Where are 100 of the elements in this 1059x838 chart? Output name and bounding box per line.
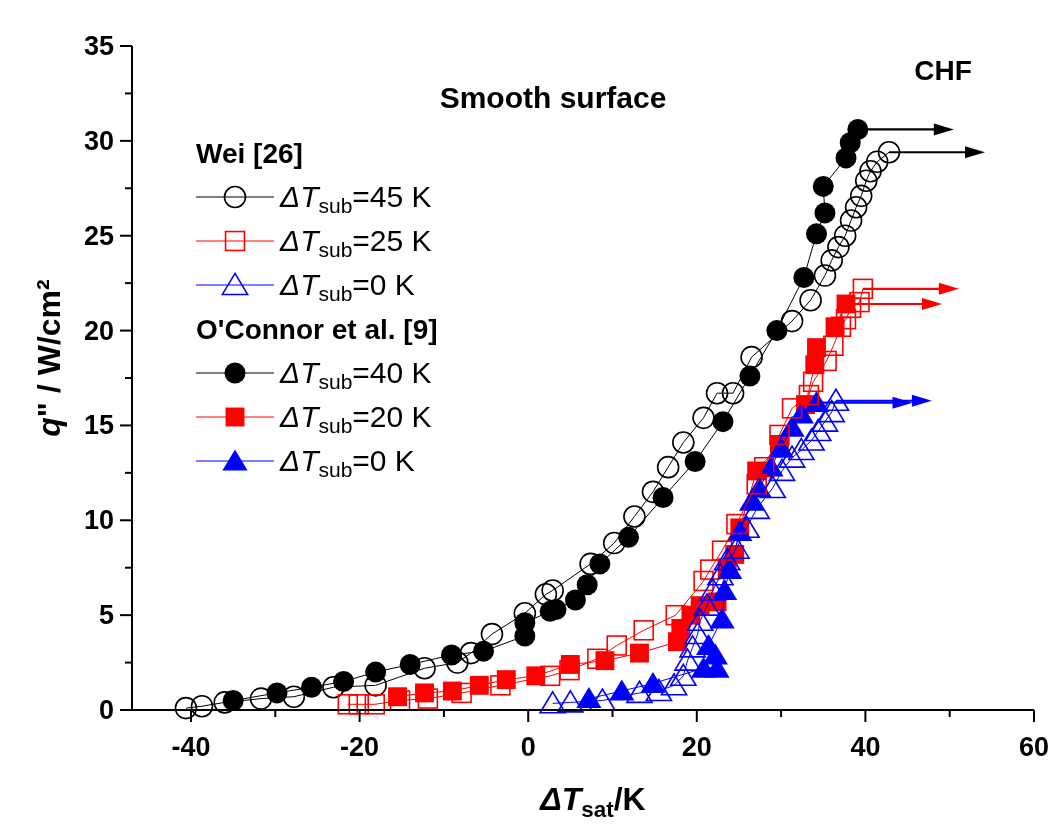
x-tick-label: -20 [340,732,380,762]
y-axis-title: q" / W/cm² [31,279,67,437]
point [721,381,745,405]
x-tick-label: 60 [1018,732,1050,762]
point [660,672,688,696]
point [679,635,706,658]
x-axis-title: ΔT$_{sat}$/K [539,781,646,822]
point [802,371,824,393]
point [669,663,697,687]
point [249,687,273,710]
point [539,665,561,687]
point [799,288,822,312]
point [541,579,564,602]
point [559,659,580,681]
point [626,680,653,704]
point [833,224,857,248]
point [844,195,868,219]
point [672,431,695,454]
point [282,685,306,709]
point [877,140,901,164]
y-tick-label: 30 [83,125,114,156]
point [190,694,214,718]
point [818,399,846,423]
point [707,562,734,586]
point [743,496,771,520]
point [753,456,775,478]
point [781,398,803,419]
point [780,309,804,333]
point [713,547,741,571]
point [602,531,626,555]
point [822,388,850,412]
point [692,406,715,430]
annotation: O'Connor et al. [9] [196,314,438,345]
point [686,608,714,632]
point [814,202,836,224]
point [459,641,483,665]
y-tick-label: 20 [83,315,114,346]
legend-label: ΔT$_{sub}$=40 K [279,356,432,394]
point [847,118,869,140]
point [337,694,359,715]
x-tick-label: -40 [171,732,211,762]
point [623,505,646,528]
text: Smooth surface [439,81,667,114]
x-tick-label: 40 [850,732,881,762]
point [804,418,832,442]
point [813,264,837,287]
point [798,384,820,406]
point [365,661,387,683]
point [787,437,815,461]
point [322,675,345,699]
point [693,593,721,616]
point [301,676,323,698]
point [812,175,834,197]
point [539,691,567,714]
point [665,604,686,626]
legend-label: ΔT$_{sub}$=20 K [279,400,432,438]
point [849,291,870,313]
point [348,694,370,715]
point [806,223,828,245]
y-tick-label: 10 [83,505,114,536]
x-tick-label: 20 [681,732,712,762]
point [827,235,850,259]
point [733,515,760,539]
point [709,607,735,629]
x-tick-label: 0 [520,732,536,762]
point [606,635,627,656]
point [699,578,727,601]
point [556,690,584,713]
point [811,409,839,432]
point [174,696,198,720]
point [480,622,504,646]
point [840,297,862,319]
point [746,473,767,495]
point [854,169,878,192]
point [798,428,825,451]
point [576,574,598,596]
point [417,688,439,709]
y-tick-label: 0 [98,695,114,725]
point [446,651,469,674]
point [778,445,806,468]
point [839,209,863,232]
point [564,589,586,611]
point [630,643,649,663]
point [413,656,436,680]
point [641,480,665,504]
point [740,345,763,369]
legend-label: ΔT$_{sub}$=45 K [279,180,432,218]
point [859,159,882,183]
y-tick-label: 15 [83,410,114,441]
point [759,475,787,499]
point [674,648,701,671]
point [768,458,796,482]
point [769,424,790,446]
y-tick-label: 35 [83,31,114,61]
y-tick-label: 25 [83,220,114,251]
point [645,678,673,702]
annotation: CHF [914,55,972,86]
point [849,184,873,208]
point [705,381,729,405]
legend-label: ΔT$_{sub}$=0 K [279,444,415,482]
